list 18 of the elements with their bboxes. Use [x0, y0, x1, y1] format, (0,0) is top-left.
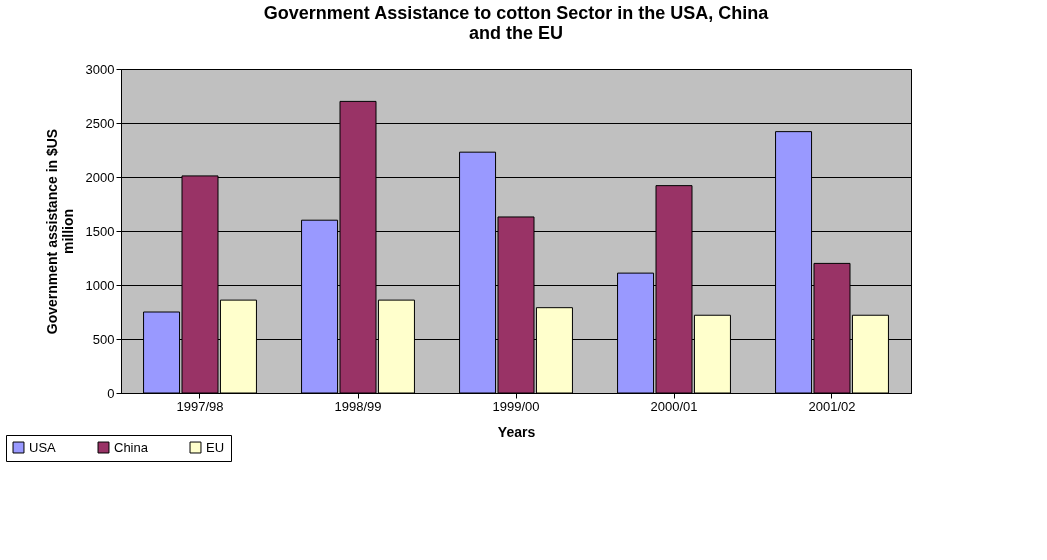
y-tick-label: 3000 [85, 61, 115, 77]
y-tick-label: 1500 [85, 223, 115, 239]
chart-title: Government Assistance to cotton Sector in the USA, China and the EU [263, 3, 770, 43]
x-tick-label: 1998/99 [334, 398, 382, 414]
y-tick-label: 1000 [85, 277, 115, 293]
legend-label: USA [29, 439, 57, 455]
y-tick-label: 2000 [85, 169, 115, 185]
y-tick-label: 500 [92, 331, 115, 347]
legend-label: China [114, 439, 149, 455]
x-tick-label: 2000/01 [650, 398, 698, 414]
y-tick-label: 0 [107, 385, 115, 401]
y-axis-title: Government assistance in $US million [43, 128, 76, 335]
legend-label: EU [206, 439, 225, 455]
x-tick-label: 2001/02 [808, 398, 856, 414]
y-tick-label: 2500 [85, 115, 115, 131]
x-tick-label: 1999/00 [492, 398, 540, 414]
x-axis-title: Years [497, 423, 536, 440]
x-tick-label: 1997/98 [176, 398, 224, 414]
